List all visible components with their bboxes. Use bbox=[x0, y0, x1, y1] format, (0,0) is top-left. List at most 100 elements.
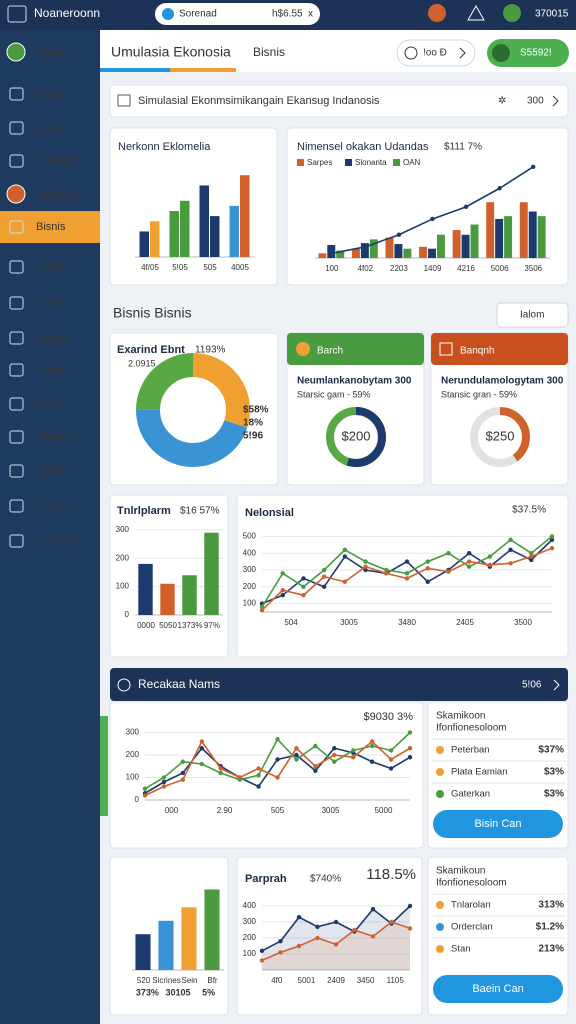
button[interactable] bbox=[433, 810, 563, 838]
banner bbox=[110, 668, 568, 701]
point bbox=[430, 216, 435, 222]
point bbox=[180, 777, 186, 782]
bullet bbox=[436, 746, 444, 754]
nav-item[interactable]: Epbis bbox=[36, 465, 64, 477]
card-note: 1193% bbox=[195, 345, 226, 356]
x-tick-label: 4f0 bbox=[271, 976, 283, 985]
point bbox=[321, 584, 327, 589]
point bbox=[180, 770, 186, 776]
item-label: Peterban bbox=[451, 745, 490, 756]
legend-label: Slonanta bbox=[355, 158, 387, 167]
legend-label: Sarpes bbox=[307, 158, 332, 167]
panel-title: Skamikoon bbox=[436, 711, 485, 722]
point bbox=[425, 579, 430, 584]
nav-icon bbox=[9, 296, 24, 310]
nav-item[interactable]: Bisnis bbox=[36, 46, 66, 58]
point bbox=[301, 576, 306, 581]
icon: ✲ bbox=[498, 96, 506, 107]
card-title: Nimensel okakan Udandas bbox=[297, 141, 429, 153]
close[interactable]: x bbox=[308, 9, 313, 20]
point bbox=[259, 948, 265, 953]
nav-item[interactable]: Sairic bbox=[36, 88, 64, 100]
icon bbox=[117, 678, 131, 692]
y-tick-label: 100 bbox=[116, 582, 130, 591]
point bbox=[342, 554, 348, 559]
bar bbox=[351, 248, 360, 258]
search-bar[interactable] bbox=[109, 84, 569, 118]
point bbox=[370, 907, 376, 912]
bar bbox=[210, 216, 220, 257]
point bbox=[388, 757, 394, 762]
count: 300 bbox=[527, 96, 544, 107]
x-tick-label: 5000 bbox=[375, 806, 393, 815]
y-tick-label: 300 bbox=[243, 917, 257, 926]
point bbox=[278, 939, 283, 944]
y-tick-label: 300 bbox=[116, 525, 130, 534]
nav-icon bbox=[9, 260, 24, 274]
point bbox=[315, 935, 320, 941]
point bbox=[369, 743, 375, 749]
brand: Noaneroonn bbox=[34, 6, 100, 20]
card-note: $16 57% bbox=[180, 506, 220, 517]
nav-item[interactable]: Bisnis bbox=[36, 221, 66, 233]
gauge-label: $200 bbox=[342, 428, 371, 443]
card-subtitle: Stansic gran - 59% bbox=[441, 389, 517, 399]
nav-item[interactable]: Bsains bbox=[36, 332, 70, 344]
nav-item[interactable]: Grobes bbox=[36, 500, 73, 512]
bar bbox=[385, 237, 394, 258]
button[interactable] bbox=[487, 39, 569, 67]
bar bbox=[199, 185, 209, 257]
point bbox=[332, 759, 337, 764]
nav-icon bbox=[9, 331, 24, 345]
card-note: 118.5% bbox=[366, 866, 416, 883]
nav-item[interactable]: candoge bbox=[36, 188, 78, 200]
nav-icon bbox=[9, 363, 24, 377]
y-tick-label: 200 bbox=[126, 750, 140, 759]
point bbox=[363, 567, 368, 573]
nav-item[interactable]: Dedia bbox=[36, 122, 66, 134]
bar bbox=[436, 234, 445, 258]
x-tick-label: Sein bbox=[181, 976, 197, 985]
nav-item[interactable]: Sopio bbox=[36, 261, 64, 273]
x-tick-label: 0000 bbox=[137, 621, 155, 630]
point bbox=[280, 593, 285, 598]
nav-item[interactable]: Dnyit bbox=[36, 297, 61, 309]
nav-item[interactable]: Plranca bbox=[36, 431, 74, 443]
y-tick-label: 300 bbox=[126, 728, 140, 737]
item-value: 313% bbox=[538, 900, 564, 911]
panel-title: Ifonfionesoloom bbox=[436, 878, 507, 889]
point bbox=[549, 537, 555, 542]
tab[interactable]: Bisnis bbox=[253, 45, 285, 59]
button-text[interactable]: Bisin Can bbox=[474, 818, 521, 830]
bullet bbox=[436, 768, 444, 776]
y-tick-label: 100 bbox=[243, 599, 257, 608]
bar bbox=[229, 205, 239, 257]
point bbox=[313, 768, 318, 773]
point bbox=[508, 561, 513, 566]
section-button[interactable] bbox=[496, 302, 569, 328]
button-text[interactable]: Baein Can bbox=[472, 983, 523, 995]
nav-icon bbox=[9, 220, 24, 234]
x-tick-label: 5050 bbox=[159, 621, 177, 630]
nav-active bbox=[0, 211, 100, 243]
nav-item[interactable]: Oranbgi bbox=[36, 535, 75, 547]
point bbox=[333, 919, 339, 925]
button[interactable] bbox=[433, 975, 563, 1003]
item-label: Stan bbox=[451, 944, 471, 955]
point bbox=[259, 608, 265, 613]
x-tick-label: 5!05 bbox=[172, 263, 188, 272]
icon bbox=[439, 342, 453, 356]
bar bbox=[470, 224, 479, 258]
bullet bbox=[436, 901, 444, 909]
nav-item[interactable]: Pndis bbox=[36, 364, 64, 376]
nav-item[interactable]: Dislar bbox=[36, 398, 64, 410]
bar bbox=[495, 218, 504, 258]
bar bbox=[336, 250, 345, 258]
tab[interactable]: Umulasia Ekonosia bbox=[111, 44, 231, 60]
bar bbox=[452, 230, 461, 258]
nav-item[interactable]: Dacdgirl bbox=[36, 155, 76, 167]
point bbox=[529, 557, 534, 563]
search-pill[interactable] bbox=[155, 3, 320, 25]
pager[interactable] bbox=[396, 39, 476, 67]
point bbox=[466, 564, 472, 569]
